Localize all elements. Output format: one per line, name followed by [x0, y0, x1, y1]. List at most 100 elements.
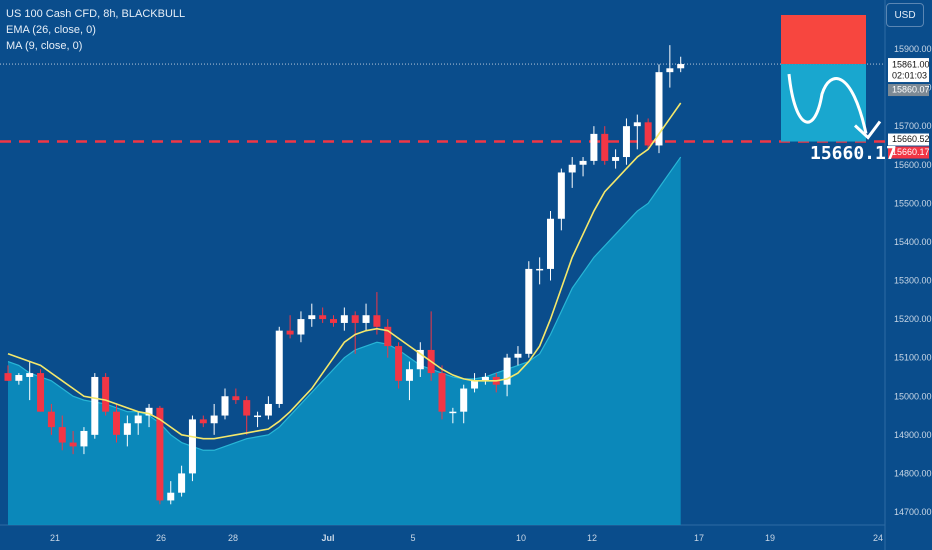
- candle-body: [612, 157, 620, 161]
- candle-body: [188, 419, 196, 474]
- candle-body: [677, 64, 685, 69]
- candle-body: [58, 427, 66, 443]
- candle-body: [243, 400, 251, 416]
- y-tick-label: 15700.00: [894, 121, 932, 131]
- current-price-tag-text: 15861.00: [892, 60, 930, 70]
- projection-arrow: [787, 73, 868, 134]
- y-tick-label: 15200.00: [894, 314, 932, 324]
- candle-body: [319, 315, 327, 320]
- candle-body: [568, 164, 576, 173]
- y-tick-label: 15300.00: [894, 276, 932, 286]
- x-tick-label: 19: [765, 533, 775, 543]
- candle-body: [557, 172, 565, 219]
- ma-indicator-label[interactable]: MA (9, close, 0): [6, 40, 83, 52]
- candle-body: [438, 373, 446, 412]
- currency-button[interactable]: USD: [886, 3, 924, 27]
- level-b-tag-text: 15660.17: [892, 147, 930, 157]
- candle-body: [330, 319, 337, 323]
- candle-body: [134, 415, 142, 424]
- candle-body: [264, 403, 272, 416]
- candle-body: [156, 407, 164, 501]
- candle-body: [286, 330, 294, 335]
- x-tick-label: 28: [228, 533, 238, 543]
- candle-body: [69, 442, 77, 447]
- candle-body: [666, 68, 674, 73]
- x-tick-label: 24: [873, 533, 883, 543]
- y-tick-label: 14800.00: [894, 468, 932, 478]
- ema-indicator-label[interactable]: EMA (26, close, 0): [6, 24, 96, 36]
- candle-body: [113, 411, 120, 435]
- candle-body: [254, 415, 262, 418]
- candle-body: [15, 375, 23, 381]
- candle-body: [362, 315, 370, 323]
- candle-body: [416, 349, 424, 370]
- countdown-tag: 02:01:03: [888, 70, 929, 83]
- x-tick-label: 17: [694, 533, 704, 543]
- candle-body: [178, 473, 186, 493]
- level-a-tag: 15660.52: [888, 133, 930, 146]
- candle-body: [601, 133, 609, 161]
- y-tick-label: 15500.00: [894, 198, 932, 208]
- ma-value-tag: 15860.07: [888, 84, 930, 97]
- x-tick-label: 12: [587, 533, 597, 543]
- current-price-tag: 15861.00: [888, 58, 930, 72]
- candle-body: [80, 430, 88, 447]
- candle-body: [536, 268, 544, 271]
- candle-body: [395, 346, 403, 381]
- chart-legend: US 100 Cash CFD, 8h, BLACKBULL EMA (26, …: [6, 6, 185, 54]
- ema-line: [7, 102, 682, 440]
- candle-body: [547, 218, 554, 269]
- candle-body: [514, 353, 522, 358]
- y-tick-label: 15100.00: [894, 353, 932, 363]
- y-tick-label: 15400.00: [894, 237, 932, 247]
- y-tick-label: 15000.00: [894, 391, 932, 401]
- candle-body: [167, 492, 175, 501]
- level-b-tag: 15660.17: [888, 146, 930, 159]
- countdown-tag-text: 02:01:03: [892, 71, 927, 81]
- symbol-label[interactable]: US 100 Cash CFD, 8h, BLACKBULL: [6, 8, 186, 20]
- candle-body: [210, 415, 218, 424]
- ma-line: [7, 156, 682, 451]
- candle-body: [384, 326, 392, 347]
- candle-body: [232, 396, 240, 401]
- candle-body: [308, 315, 316, 320]
- candle-body: [4, 373, 12, 381]
- candle-body: [633, 122, 641, 127]
- candle-body: [655, 72, 663, 146]
- candle-body: [471, 380, 479, 389]
- candle-body: [579, 160, 587, 165]
- y-tick-label: 14700.00: [894, 507, 932, 517]
- candle-body: [340, 315, 348, 323]
- candle-body: [123, 423, 131, 435]
- candle-body: [622, 126, 630, 158]
- target-price-callout: 15660.17: [810, 143, 897, 164]
- candle-body: [644, 122, 652, 146]
- level-b-tag-bg: [888, 146, 929, 159]
- candle-body: [145, 407, 153, 416]
- candle-body: [199, 419, 207, 424]
- candle-body: [590, 133, 598, 161]
- y-tick-label: 14900.00: [894, 430, 932, 440]
- candle-body: [47, 411, 55, 428]
- candle-body: [351, 315, 359, 323]
- level-a-tag-bg: [888, 133, 929, 146]
- candle-body: [405, 369, 413, 381]
- x-tick-label: Jul: [321, 533, 334, 543]
- arrow-head: [853, 120, 882, 140]
- x-tick-label: 21: [50, 533, 60, 543]
- x-tick-label: 26: [156, 533, 166, 543]
- candle-body: [275, 330, 283, 404]
- current-price-tag-bg: [888, 58, 929, 72]
- candle-body: [481, 376, 489, 381]
- candle-body: [297, 319, 305, 335]
- level-a-tag-text: 15660.52: [892, 134, 930, 144]
- candle-body: [503, 357, 511, 385]
- stop-loss-zone: [781, 15, 866, 65]
- candle-body: [373, 315, 381, 327]
- candle-body: [26, 373, 34, 377]
- candle-body: [221, 396, 229, 416]
- y-tick-label: 15900.00: [894, 44, 932, 54]
- candle-body: [91, 376, 99, 435]
- ma-value-tag-bg: [888, 84, 929, 97]
